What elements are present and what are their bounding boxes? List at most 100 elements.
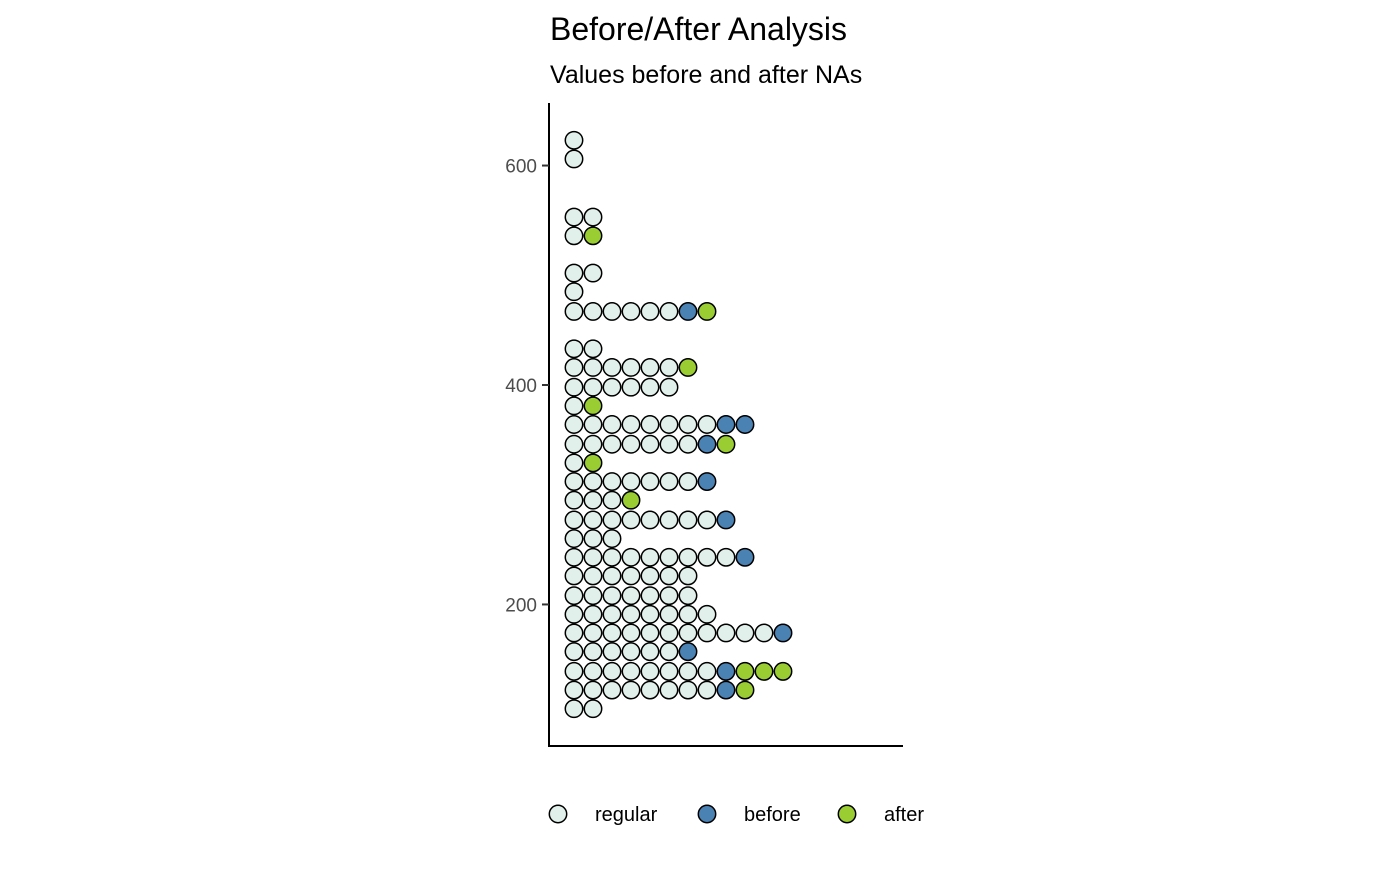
dot-after	[621, 490, 641, 510]
dot-regular	[621, 604, 641, 624]
dot-regular	[678, 680, 698, 700]
dot-regular	[564, 302, 584, 321]
legend-key-before	[697, 804, 717, 824]
dot-regular	[697, 623, 717, 643]
dot-regular	[564, 226, 584, 246]
dot-before	[716, 415, 736, 434]
dot-regular	[602, 642, 622, 662]
dot-regular	[659, 377, 679, 397]
dot-regular	[659, 586, 679, 606]
dot-regular	[697, 604, 717, 624]
y-tick-label: 400	[505, 376, 537, 397]
dot-regular	[602, 566, 622, 586]
dot-after	[583, 396, 603, 416]
dot-regular	[564, 566, 584, 586]
chart-subtitle: Values before and after NAs	[550, 61, 862, 89]
dot-regular	[564, 130, 584, 150]
dot-regular	[678, 586, 698, 606]
dot-regular	[621, 586, 641, 606]
dot-after	[754, 661, 774, 681]
dot-after	[697, 302, 717, 321]
dot-regular	[640, 434, 660, 454]
dot-regular	[659, 472, 679, 492]
dot-regular	[602, 623, 622, 643]
dot-regular	[564, 680, 584, 700]
chart-title: Before/After Analysis	[550, 11, 847, 47]
dot-regular	[640, 642, 660, 662]
dot-regular	[564, 623, 584, 643]
dot-regular	[621, 566, 641, 586]
dots-layer	[564, 130, 793, 719]
dot-regular	[564, 149, 584, 169]
dot-regular	[659, 566, 679, 586]
dot-regular	[602, 604, 622, 624]
dot-regular	[678, 434, 698, 454]
legend-item-before: before	[697, 804, 801, 826]
dot-regular	[564, 529, 584, 549]
dot-after	[735, 680, 755, 700]
dot-regular	[583, 302, 603, 321]
dot-regular	[583, 472, 603, 492]
dot-regular	[564, 396, 584, 416]
dot-regular	[583, 566, 603, 586]
dot-before	[735, 415, 755, 434]
dot-regular	[583, 547, 603, 567]
legend-key-after	[837, 804, 857, 824]
dot-regular	[602, 357, 622, 377]
dot-regular	[640, 680, 660, 700]
dot-regular	[621, 377, 641, 397]
dot-regular	[564, 377, 584, 397]
dot-before	[773, 623, 793, 643]
dot-regular	[583, 661, 603, 681]
dot-regular	[659, 604, 679, 624]
dot-regular	[583, 604, 603, 624]
dot-regular	[640, 623, 660, 643]
dot-regular	[678, 661, 698, 681]
dot-regular	[583, 529, 603, 549]
dot-regular	[564, 282, 584, 302]
dot-regular	[602, 529, 622, 549]
dot-regular	[583, 357, 603, 377]
dot-regular	[640, 415, 660, 434]
dot-regular	[583, 680, 603, 700]
dot-regular	[621, 680, 641, 700]
dot-regular	[564, 661, 584, 681]
dot-regular	[697, 415, 717, 434]
dot-regular	[583, 415, 603, 434]
dot-regular	[640, 604, 660, 624]
y-tick-label: 200	[505, 595, 537, 616]
dot-after	[716, 434, 736, 454]
dot-regular	[564, 699, 584, 719]
dot-regular	[564, 453, 584, 473]
dot-regular	[640, 357, 660, 377]
dot-regular	[583, 339, 603, 359]
dot-regular	[621, 302, 641, 321]
dot-regular	[583, 510, 603, 530]
dot-after	[583, 453, 603, 473]
dot-regular	[583, 263, 603, 283]
dot-before	[716, 661, 736, 681]
dot-regular	[621, 642, 641, 662]
dot-regular	[678, 604, 698, 624]
dot-regular	[583, 642, 603, 662]
dot-before	[716, 510, 736, 530]
dot-regular	[659, 680, 679, 700]
dot-regular	[640, 547, 660, 567]
dot-regular	[583, 490, 603, 510]
dot-regular	[640, 586, 660, 606]
dot-regular	[602, 472, 622, 492]
dot-regular	[564, 415, 584, 434]
dot-regular	[564, 472, 584, 492]
dot-regular	[583, 586, 603, 606]
dot-regular	[716, 623, 736, 643]
dot-regular	[678, 510, 698, 530]
dot-regular	[602, 680, 622, 700]
axes: 200 400 600	[505, 103, 903, 747]
dot-regular	[678, 547, 698, 567]
dot-regular	[564, 547, 584, 567]
dot-regular	[602, 490, 622, 510]
legend-item-after: after	[837, 804, 924, 826]
dot-regular	[602, 415, 622, 434]
dot-regular	[621, 415, 641, 434]
